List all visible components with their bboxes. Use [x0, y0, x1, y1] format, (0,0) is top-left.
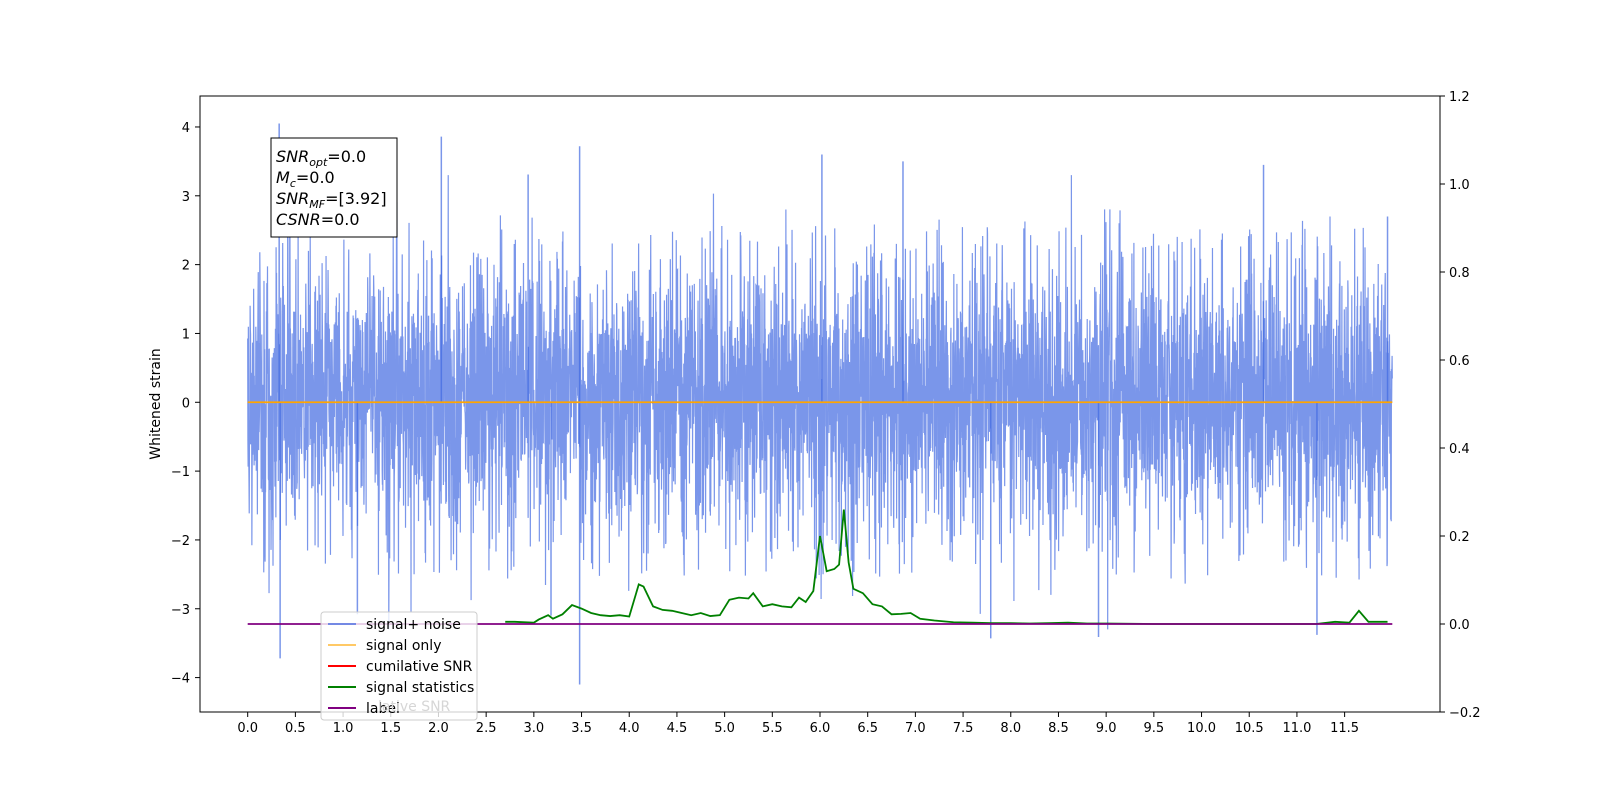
x-tick-label: 3.5: [571, 721, 592, 736]
y-tick-label-right: 0.4: [1449, 442, 1470, 457]
info-value: =0.0: [321, 210, 360, 229]
x-axis: 0.0 0.5 1.0 1.5 2.0 2.5 3.0 3.5 4.0 4.5 5.0 5.5 6.0 6…: [237, 712, 1359, 736]
x-tick-label: 10.5: [1235, 721, 1264, 736]
x-tick-label: 5.0: [714, 721, 735, 736]
y-tick-label-left: 1: [182, 327, 190, 342]
y-tick-label-left: −3: [171, 603, 190, 618]
x-tick-label: 5.5: [762, 721, 783, 736]
legend-overlapped-text: lative SNR: [378, 699, 451, 715]
x-tick-label: 0.5: [285, 721, 306, 736]
legend-label: label: [366, 701, 400, 717]
y-tick-label-left: 3: [182, 190, 190, 205]
y-tick-label-left: −1: [171, 465, 190, 480]
x-tick-label: 8.5: [1048, 721, 1069, 736]
info-line: CSNR=0.0: [276, 210, 360, 229]
y-tick-label-right: 0.0: [1449, 618, 1470, 633]
x-tick-label: 3.0: [524, 721, 545, 736]
y-tick-label-left: 2: [182, 259, 190, 274]
info-line: Mc=0.0: [276, 168, 335, 190]
info-symbol: M: [276, 168, 290, 187]
info-box-frame: [270, 137, 398, 238]
x-tick-label: 9.0: [1096, 721, 1117, 736]
y-tick-label-right: 0.8: [1449, 266, 1470, 281]
x-tick-label: 11.5: [1330, 721, 1359, 736]
info-subscript: c: [290, 177, 296, 190]
y-tick-label-left: 4: [182, 121, 190, 136]
x-tick-label: 4.0: [619, 721, 640, 736]
x-tick-label: 1.0: [333, 721, 354, 736]
y-tick-label-right: −0.2: [1449, 706, 1481, 721]
x-tick-label: 6.0: [810, 721, 831, 736]
x-tick-label: 0.0: [237, 721, 258, 736]
info-subscript: opt: [309, 156, 328, 169]
info-symbol: SNR: [276, 189, 309, 208]
x-tick-label: 11.0: [1282, 721, 1311, 736]
legend-label: cumilative SNR: [366, 659, 473, 675]
y-tick-label-right: 1.0: [1449, 178, 1470, 193]
info-value: =[3.92]: [325, 189, 387, 208]
info-line: SNRMF=[3.92]: [276, 189, 387, 211]
y-axis-label: Whitened strain: [148, 348, 164, 459]
legend-label: signal+ noise: [366, 617, 461, 633]
info-symbol: SNR: [276, 147, 309, 166]
x-tick-label: 10.0: [1187, 721, 1216, 736]
plot-area: [247, 123, 1393, 685]
legend: signal+ noise signal only cumilative SNR si…: [320, 611, 478, 721]
x-tick-label: 2.0: [428, 721, 449, 736]
y-tick-label-left: −4: [171, 672, 190, 687]
info-line: SNRopt=0.0: [276, 147, 366, 169]
y-axis-right: −0.2 0.0 0.2 0.4 0.6 0.8 1.0 1.2: [1440, 90, 1481, 721]
y-tick-label-right: 1.2: [1449, 90, 1470, 105]
info-subscript: MF: [309, 198, 325, 211]
info-symbol: CSNR: [276, 210, 321, 229]
x-tick-label: 9.5: [1144, 721, 1165, 736]
y-tick-label-right: 0.6: [1449, 354, 1470, 369]
info-value: =0.0: [327, 147, 366, 166]
info-value: =0.0: [296, 168, 335, 187]
x-tick-label: 2.5: [476, 721, 497, 736]
legend-items: signal+ noise signal only cumilative SNR si…: [328, 617, 474, 717]
x-tick-label: 4.5: [667, 721, 688, 736]
legend-frame: [320, 611, 478, 721]
x-tick-label: 1.5: [380, 721, 401, 736]
series-signal-noise: [247, 175, 1393, 630]
legend-label: signal statistics: [366, 680, 474, 696]
x-tick-label: 7.5: [953, 721, 974, 736]
x-tick-label: 7.0: [905, 721, 926, 736]
x-tick-label: 6.5: [857, 721, 878, 736]
y-axis-left: −4 −3 −2 −1 0 1 2 3 4: [171, 121, 200, 687]
y-tick-label-left: 0: [182, 396, 190, 411]
x-tick-label: 8.0: [1000, 721, 1021, 736]
legend-label: signal only: [366, 638, 441, 654]
y-tick-label-right: 0.2: [1449, 530, 1470, 545]
y-tick-label-left: −2: [171, 534, 190, 549]
